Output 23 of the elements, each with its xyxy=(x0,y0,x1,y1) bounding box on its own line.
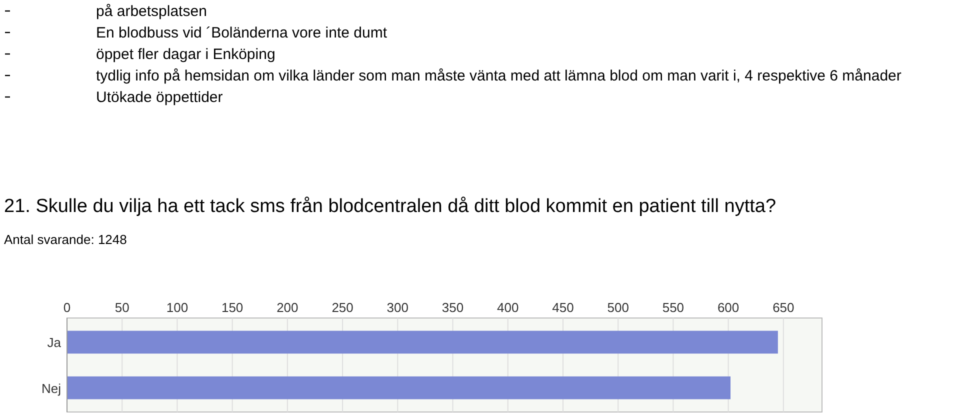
x-tick-label: 50 xyxy=(114,300,130,315)
x-tick-label: 500 xyxy=(607,300,629,315)
text: tydlig info på hemsidan om vilka länder som man måste vänta med att lämna blod om man varit i, 4 respektive 6 månader xyxy=(96,68,902,84)
x-tick-label: 250 xyxy=(332,300,354,315)
x-tick-label: 150 xyxy=(221,300,244,315)
text: Utökade öppettider xyxy=(96,89,223,106)
x-tick-label: 450 xyxy=(552,300,574,315)
x-tick-label: 600 xyxy=(717,300,740,315)
x-tick-label: 0 xyxy=(63,300,71,315)
text: på arbetsplatsen xyxy=(96,3,207,20)
y-tick-label: Nej xyxy=(41,380,62,396)
text: öppet fler dagar i Enköping xyxy=(96,46,276,63)
chart-subtitle: Antal svarande: 1248 xyxy=(4,232,127,247)
x-tick-label: 650 xyxy=(772,300,794,315)
x-tick-label: 550 xyxy=(662,300,684,315)
chart-title: 21. Skulle du vilja ha ett tack sms från blodcentralen då ditt blod kommit en patient till nytta? xyxy=(4,196,776,217)
x-tick-label: 350 xyxy=(442,300,464,315)
x-tick-label: 300 xyxy=(386,300,409,315)
x-tick-label: 200 xyxy=(276,300,298,315)
y-tick-label: Ja xyxy=(47,335,62,350)
x-tick-label: 100 xyxy=(166,300,188,315)
x-tick-label: 400 xyxy=(497,300,519,315)
text: En blodbuss vid ´Boländerna vore inte dumt xyxy=(96,24,388,42)
